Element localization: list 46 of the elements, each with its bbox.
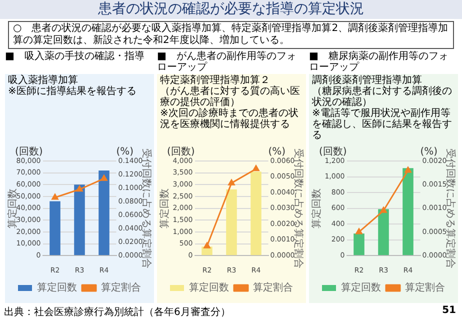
legend-label: 算定回数 <box>189 282 229 294</box>
text: 51 <box>442 305 456 316</box>
text: (回数) <box>166 146 195 158</box>
text: （がん患者に対する質の高い医療の提供の評価） <box>159 86 301 108</box>
point <box>52 194 58 200</box>
text: 患者の状況の確認が必要な指導の算定状況 <box>0 0 462 19</box>
y-axis-title: 算定回数 <box>310 188 323 228</box>
bar <box>50 201 60 256</box>
bar <box>402 168 414 256</box>
text: (%) <box>420 146 438 158</box>
bar <box>250 172 262 256</box>
text: (回数) <box>318 146 347 158</box>
legend-label: 算定回数 <box>37 282 77 294</box>
chart-subtitle: ※医師に指導結果を報告する <box>7 86 138 97</box>
text: （糖尿病患者に対する調剤後の状況の確認） <box>311 86 453 108</box>
text: ■ 吸入薬の手技の確認・指導 <box>5 51 146 62</box>
bar <box>74 184 85 256</box>
legend-label: 算定割合 <box>405 282 445 294</box>
y-axis-title: 算定回数 <box>158 188 171 228</box>
text: ■ 糖尿病薬の副作用等のフォローアップ <box>309 51 450 73</box>
text: (回数) <box>14 146 43 158</box>
point <box>380 206 387 213</box>
point <box>252 165 260 172</box>
point <box>100 174 108 181</box>
chart-title: 調剤後薬剤管理指導加算 <box>311 74 422 86</box>
text: (%) <box>268 146 286 158</box>
point <box>356 228 362 234</box>
bar <box>378 209 389 256</box>
source-note: 出典：社会医療診療行為別統計（各年6月審査分） <box>4 306 230 319</box>
chart-subtitle: ※電話等で服用状況や副作用等を確認し、医師に結果を報告する <box>311 108 453 141</box>
point <box>404 166 412 173</box>
point <box>228 179 235 186</box>
bar <box>354 234 364 256</box>
legend-label: 算定回数 <box>341 282 381 294</box>
text: ■ がん患者の副作用等のフォローアップ <box>157 51 298 73</box>
text: (%) <box>116 146 134 158</box>
chart-subtitle: ※次回の診療時までの患者の状況を医療機関に情報提供する <box>159 108 300 130</box>
chart-title: 吸入薬指導加算 <box>7 74 79 86</box>
legend-label: 算定割合 <box>101 282 141 294</box>
point <box>76 186 83 192</box>
point <box>204 242 210 248</box>
bar <box>98 170 110 256</box>
text: ○ 患者の状況の確認が必要な吸入薬指導加算、特定薬剤管理指導加算2、調剤後薬剤管理指導加算の算定回数は、新設された令和2年度以降、増加している。 <box>8 21 454 49</box>
bar <box>226 189 237 256</box>
legend-label: 算定割合 <box>253 282 293 294</box>
chart-title: 特定薬剤管理指導加算２ <box>159 74 270 86</box>
